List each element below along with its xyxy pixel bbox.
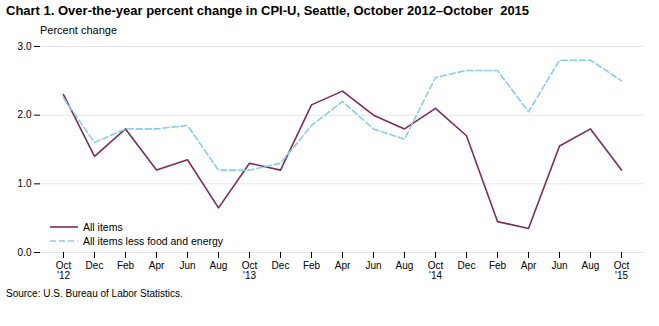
svg-text:Jun: Jun [179, 260, 195, 271]
html-text:All items: All items [83, 221, 123, 233]
svg-text:Jun: Jun [365, 260, 381, 271]
svg-text:Oct'12: Oct'12 [56, 260, 72, 281]
svg-text:3.0: 3.0 [18, 41, 32, 52]
html-text:All items less food and energy: All items less food and energy [83, 235, 224, 247]
svg-text:Jun: Jun [551, 260, 567, 271]
svg-text:Oct'13: Oct'13 [242, 260, 258, 281]
svg-text:Oct'15: Oct'15 [614, 260, 630, 281]
svg-text:Apr: Apr [149, 260, 165, 271]
html-text:Percent change: Percent change [40, 24, 118, 36]
svg-text:2.0: 2.0 [18, 109, 32, 120]
svg-text:Dec: Dec [86, 260, 104, 271]
svg-text:Feb: Feb [303, 260, 321, 271]
svg-text:Oct'14: Oct'14 [428, 260, 444, 281]
svg-text:0.0: 0.0 [18, 247, 32, 258]
html-text:Source: U.S. Bureau of Labor S: Source: U.S. Bureau of Labor Statistics. [6, 288, 183, 299]
svg-text:1.0: 1.0 [18, 178, 32, 189]
html-text:Chart 1. Over-the-year percent: Chart 1. Over-the-year percent change in… [6, 3, 530, 18]
svg-text:Apr: Apr [521, 260, 537, 271]
svg-text:Feb: Feb [117, 260, 135, 271]
svg-text:Feb: Feb [489, 260, 507, 271]
svg-text:Dec: Dec [272, 260, 290, 271]
svg-text:Aug: Aug [396, 260, 414, 271]
svg-text:Aug: Aug [582, 260, 600, 271]
svg-text:Apr: Apr [335, 260, 351, 271]
svg-text:Aug: Aug [210, 260, 228, 271]
svg-text:Dec: Dec [458, 260, 476, 271]
